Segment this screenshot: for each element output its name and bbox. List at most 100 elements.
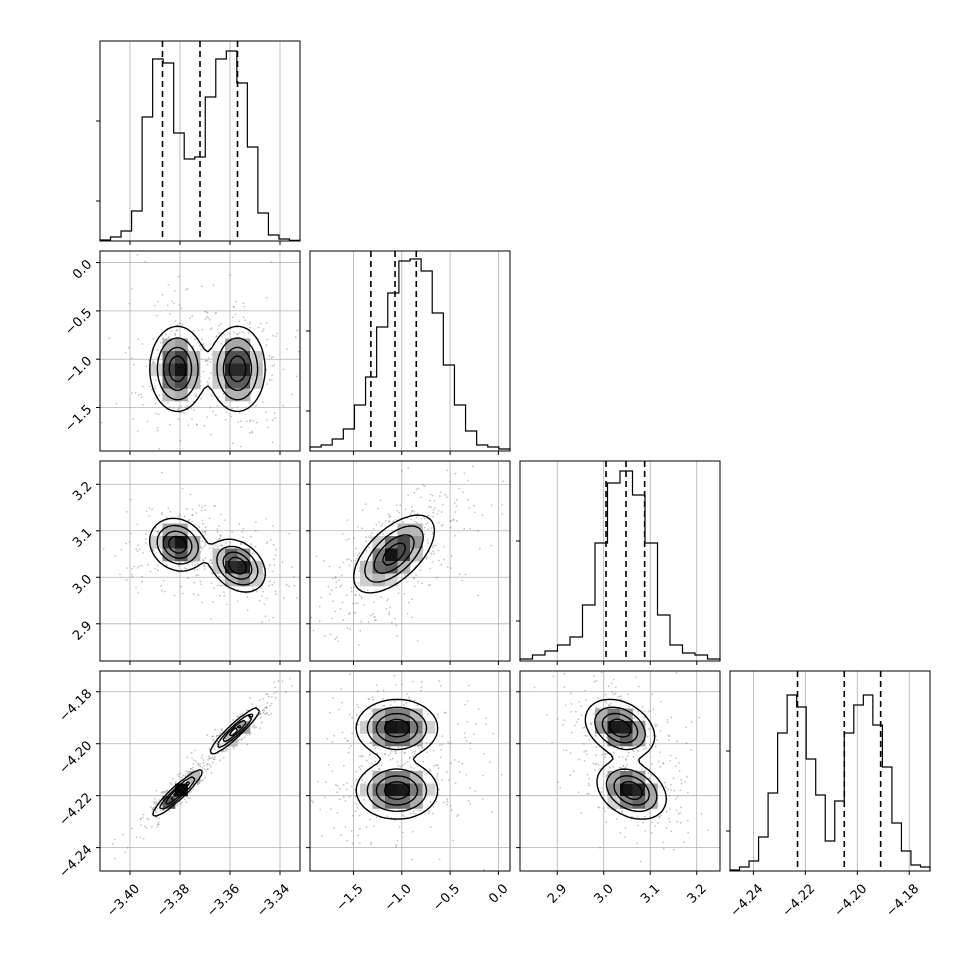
sample-point — [157, 300, 159, 303]
sample-point — [365, 540, 368, 543]
sample-point — [351, 842, 354, 845]
sample-point — [349, 628, 351, 631]
density-cell — [410, 783, 423, 797]
sample-point — [268, 378, 271, 381]
sample-point — [270, 356, 273, 359]
sample-point — [680, 822, 682, 824]
sample-point — [224, 418, 227, 421]
sample-point — [416, 809, 419, 812]
sample-point — [178, 560, 181, 563]
sample-point — [177, 275, 180, 278]
sample-point — [139, 817, 142, 820]
sample-point — [131, 567, 134, 570]
sample-point — [395, 624, 398, 627]
sample-point — [196, 424, 198, 426]
sample-point — [446, 798, 448, 801]
sample-point — [210, 394, 213, 397]
sample-point — [179, 439, 182, 442]
sample-point — [415, 516, 418, 519]
sample-point — [261, 330, 264, 333]
sample-point — [304, 572, 306, 574]
sample-point — [612, 765, 615, 768]
sample-point — [361, 509, 364, 512]
sample-point — [273, 681, 275, 683]
sample-point — [258, 707, 260, 710]
sample-point — [463, 732, 466, 735]
sample-point — [135, 836, 138, 839]
sample-point — [191, 315, 194, 317]
sample-point — [626, 693, 629, 696]
sample-point — [462, 491, 464, 494]
sample-point — [273, 692, 275, 695]
sample-point — [437, 713, 439, 716]
sample-point — [372, 825, 375, 828]
sample-point — [206, 311, 209, 314]
sample-point — [158, 799, 161, 802]
density-cell — [422, 783, 436, 797]
sample-point — [277, 680, 280, 683]
sample-point — [556, 717, 559, 720]
density-contour — [159, 713, 254, 810]
sample-point — [294, 336, 297, 339]
sample-point — [391, 757, 394, 760]
sample-point — [612, 678, 615, 681]
density-cell — [162, 351, 176, 364]
sample-point — [132, 418, 134, 421]
sample-point — [342, 533, 344, 535]
sample-point — [239, 738, 241, 741]
sample-point — [676, 740, 678, 743]
sample-point — [597, 806, 600, 808]
sample-point — [140, 824, 143, 826]
sample-point — [608, 704, 611, 707]
sample-point — [444, 711, 446, 714]
sample-point — [648, 728, 650, 731]
density-cell — [237, 388, 251, 402]
sample-point — [340, 688, 343, 690]
sample-point — [421, 582, 423, 585]
sample-point — [394, 750, 397, 753]
sample-point — [233, 748, 235, 750]
sample-point — [154, 809, 157, 812]
sample-point — [214, 756, 216, 758]
sample-point — [147, 818, 150, 821]
sample-point — [370, 741, 372, 744]
sample-point — [148, 515, 151, 517]
sample-point — [206, 359, 209, 362]
sample-point — [193, 409, 196, 411]
sample-point — [449, 526, 452, 529]
density-cell — [385, 548, 398, 562]
sample-point — [353, 612, 356, 614]
sample-point — [346, 627, 349, 629]
sample-point — [372, 613, 375, 615]
sample-point — [374, 747, 377, 750]
sample-point — [218, 525, 220, 527]
sample-point — [216, 335, 219, 337]
sample-point — [265, 693, 268, 696]
sample-point — [216, 531, 219, 533]
density-cell — [175, 548, 188, 562]
x-tick-label: 0.0 — [486, 881, 511, 906]
sample-point — [664, 786, 667, 789]
sample-point — [450, 567, 452, 569]
sample-point — [357, 834, 360, 837]
sample-point — [261, 709, 264, 712]
sample-point — [189, 493, 192, 496]
sample-point — [463, 527, 466, 530]
sample-point — [413, 520, 416, 523]
sample-point — [259, 713, 262, 715]
sample-point — [167, 336, 170, 338]
sample-point — [255, 726, 258, 728]
sample-point — [203, 564, 206, 566]
sample-point — [371, 532, 373, 534]
sample-point — [301, 595, 303, 597]
sample-point — [154, 402, 157, 405]
sample-point — [592, 762, 594, 765]
density-contour — [168, 355, 247, 383]
sample-point — [348, 795, 351, 798]
sample-point — [216, 584, 219, 587]
sample-point — [384, 753, 386, 756]
sample-point — [690, 721, 693, 723]
sample-point — [432, 511, 435, 514]
x-tick-label: −4.20 — [832, 881, 871, 920]
sample-point — [140, 564, 143, 567]
